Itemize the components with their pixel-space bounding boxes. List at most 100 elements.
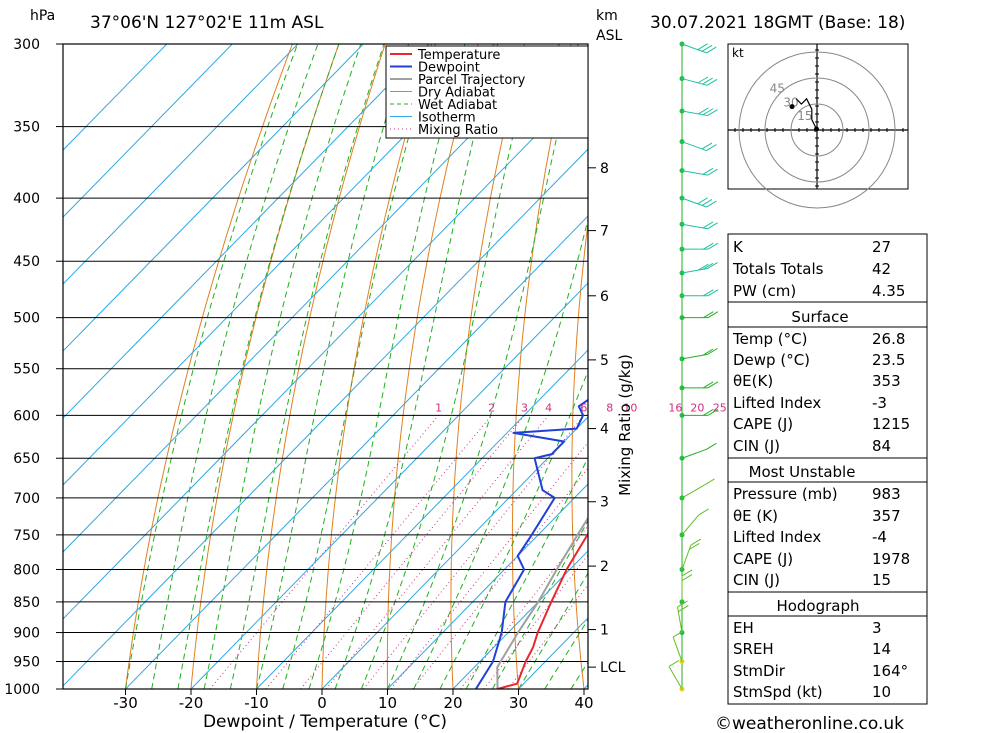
dry-adiabat-line bbox=[125, 44, 293, 689]
mu-cape-value: 1978 bbox=[872, 550, 910, 568]
hodograph-ring-label: 15 bbox=[797, 109, 812, 123]
km-unit-label: km bbox=[596, 8, 618, 24]
temperature-tick-label: 40 bbox=[574, 694, 593, 712]
pressure-tick-label: 600 bbox=[13, 408, 40, 424]
wind-barb-flag bbox=[707, 311, 719, 319]
eh-label: EH bbox=[733, 619, 754, 637]
legend: Temperature Dewpoint Parcel Trajectory D… bbox=[385, 45, 589, 139]
pressure-axis-labels: 300 350 400 450 500 550 600 650 700 750 800 850 900 9… bbox=[4, 37, 63, 698]
wind-barb-staff bbox=[681, 223, 708, 230]
pressure-tick-label: 700 bbox=[13, 491, 40, 507]
isotherm-line bbox=[63, 81, 588, 620]
surface-dewp-value: 23.5 bbox=[872, 351, 905, 369]
stmspd-value: 10 bbox=[872, 683, 891, 701]
pressure-tick-label: 400 bbox=[13, 191, 40, 207]
dry-adiabat-line bbox=[511, 44, 572, 689]
parcel-trajectory-line bbox=[496, 516, 588, 689]
wet-adiabat-line bbox=[151, 44, 319, 689]
wind-barb-flag bbox=[697, 43, 708, 51]
isotherm-line bbox=[63, 148, 588, 687]
mu-theta-value: 357 bbox=[872, 507, 901, 525]
wind-barb-staff bbox=[681, 484, 705, 499]
temperature-tick-label: 10 bbox=[378, 694, 397, 712]
location-title: 37°06'N 127°02'E 11m ASL bbox=[90, 13, 324, 33]
wind-barb bbox=[679, 139, 717, 152]
surface-temp-value: 26.8 bbox=[872, 330, 905, 348]
dry-adiabat-line bbox=[256, 44, 386, 689]
temperature-axis-labels: -30 -20 -10 0 10 20 30 40 bbox=[113, 689, 594, 712]
wind-barb-flag bbox=[706, 200, 717, 208]
wind-barb bbox=[679, 569, 693, 605]
wind-barb bbox=[679, 289, 719, 299]
wind-barb-flag bbox=[697, 197, 708, 205]
wind-barb-flag bbox=[698, 508, 709, 516]
wind-barb-staff bbox=[681, 43, 707, 54]
wind-barb bbox=[676, 600, 689, 636]
sreh-label: SREH bbox=[733, 640, 774, 658]
pressure-tick-label: 300 bbox=[13, 37, 40, 53]
wet-adiabat-line bbox=[308, 44, 466, 689]
copyright-footer: ©weatheronline.co.uk bbox=[715, 714, 904, 733]
asl-unit-label: ASL bbox=[596, 28, 622, 44]
wind-barb-flag bbox=[703, 408, 714, 416]
pressure-tick-label: 1000 bbox=[4, 682, 40, 698]
wind-barb-staff bbox=[681, 110, 708, 117]
pressure-tick-label: 550 bbox=[13, 362, 40, 378]
hpa-unit-label: hPa bbox=[30, 8, 55, 24]
hodograph-ring-label: 30 bbox=[783, 95, 798, 109]
height-km-axis: 8 7 6 5 4 3 2 1 LCL bbox=[588, 161, 626, 676]
k-index-value: 27 bbox=[872, 238, 891, 256]
wind-barb bbox=[679, 262, 718, 276]
mixing-ratio-label: 16 bbox=[668, 401, 682, 414]
wind-barb-flag bbox=[706, 144, 717, 151]
wind-profile bbox=[668, 41, 719, 692]
surface-box bbox=[727, 301, 928, 459]
mu-cin-label: CIN (J) bbox=[733, 571, 780, 589]
pressure-tick-label: 350 bbox=[13, 120, 40, 136]
km-tick-label: 5 bbox=[600, 353, 609, 369]
wind-barb-flag bbox=[707, 408, 719, 416]
wet-adiabat-line bbox=[360, 44, 536, 689]
surface-cin-label: CIN (J) bbox=[733, 437, 780, 455]
isotherm-line bbox=[63, 44, 299, 285]
most-unstable-box bbox=[727, 457, 928, 593]
surface-cape-value: 1215 bbox=[872, 415, 910, 433]
wind-barb-flag bbox=[707, 222, 718, 230]
isotherm-line bbox=[63, 44, 233, 218]
temperature-tick-label: -10 bbox=[244, 694, 269, 712]
wind-barb-flag bbox=[707, 262, 718, 269]
wind-barb-flag bbox=[701, 142, 713, 150]
wind-barb-flag bbox=[678, 605, 689, 612]
wind-barb-flag bbox=[706, 46, 717, 54]
wind-barb-staff bbox=[672, 636, 683, 662]
k-index-label: K bbox=[733, 238, 744, 256]
parcel-trajectory-series bbox=[496, 516, 588, 689]
mixing-ratio-label: 10 bbox=[623, 401, 637, 414]
wind-barb-flag bbox=[702, 77, 713, 85]
wind-barb bbox=[679, 311, 719, 321]
mixing-ratio-label: 4 bbox=[545, 401, 552, 414]
isotherm-line bbox=[125, 215, 588, 689]
dry-adiabat-line bbox=[629, 44, 663, 689]
wind-barb-staff bbox=[681, 197, 707, 208]
km-tick-label: 7 bbox=[600, 224, 609, 240]
wet-adiabat-line bbox=[439, 369, 588, 689]
surface-title: Surface bbox=[791, 308, 848, 326]
dry-adiabat-line bbox=[321, 44, 433, 689]
pressure-gridlines bbox=[63, 44, 588, 689]
mixing-ratio-line bbox=[363, 414, 585, 689]
wind-barb bbox=[668, 660, 685, 692]
isotherm-line bbox=[452, 550, 588, 689]
wind-barb-flag bbox=[681, 569, 693, 577]
surface-temp-label: Temp (°C) bbox=[732, 330, 807, 348]
wind-barb-flag bbox=[707, 381, 719, 389]
sreh-value: 14 bbox=[872, 640, 891, 658]
hodograph-table-title: Hodograph bbox=[776, 597, 859, 615]
wind-barb-flag bbox=[698, 263, 709, 271]
pressure-tick-label: 500 bbox=[13, 311, 40, 327]
wind-barb-flag bbox=[677, 600, 688, 608]
temperature-series bbox=[497, 531, 588, 689]
pressure-tick-label: 650 bbox=[13, 451, 40, 467]
hodograph-ring bbox=[764, 77, 870, 183]
isotherm-line bbox=[321, 416, 588, 689]
